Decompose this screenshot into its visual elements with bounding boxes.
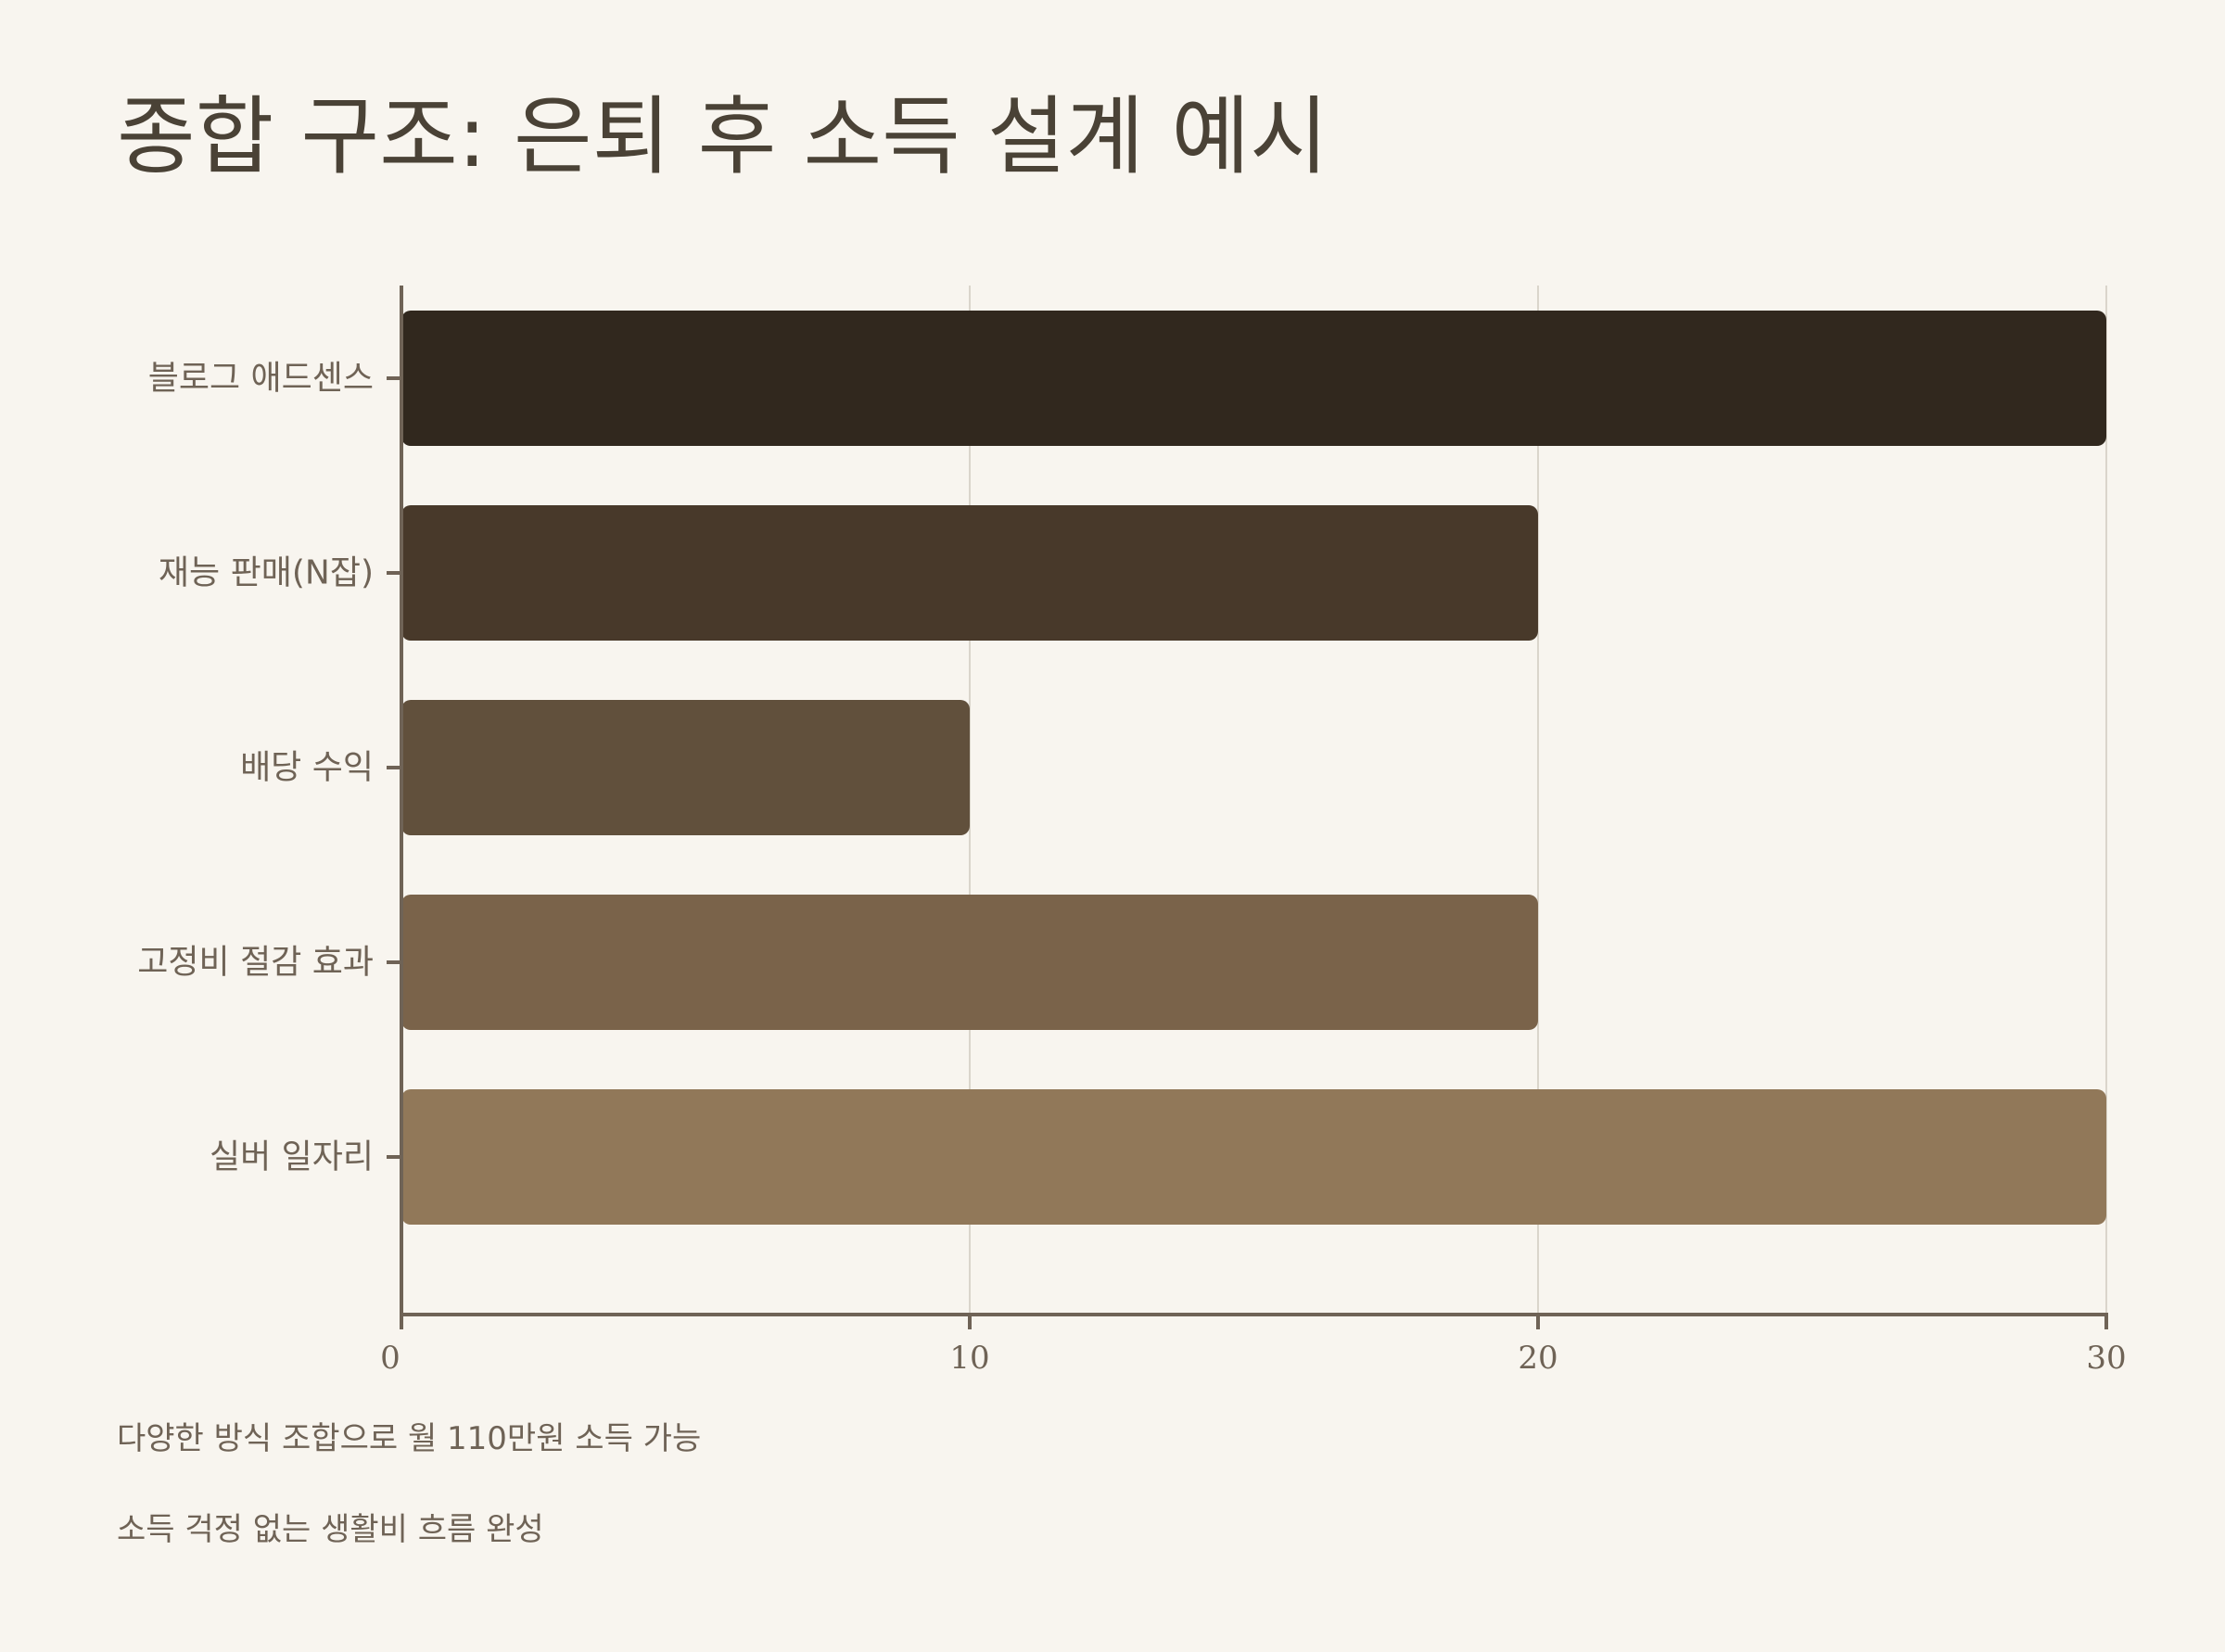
bar-2 [401,505,1538,641]
summary-note: 다양한 방식 조합으로 월 110만원 소득 가능 [117,1420,702,1457]
y-tick-label: 배당 수익 [240,749,374,787]
bar-4 [401,895,1538,1030]
y-tick-label: 블로그 애드센스 [148,360,374,398]
x-axis-ticks: 0 10 20 30 [380,1315,2127,1377]
page-title: 종합 구조: 은퇴 후 소득 설계 예시 [117,87,1329,186]
x-tick-label: 0 [380,1340,400,1377]
y-tick-label: 실버 일자리 [210,1138,374,1176]
bar-3 [401,700,970,835]
x-tick-label: 10 [949,1340,989,1377]
x-tick-label: 20 [1518,1340,1558,1377]
bar-1 [401,311,2106,446]
bar-5 [401,1089,2106,1225]
x-tick-label: 30 [2086,1340,2126,1377]
y-tick-label: 재능 판매(N잡) [159,554,374,592]
y-tick-label: 고정비 절감 효과 [137,944,374,982]
summary-note: 소득 걱정 없는 생활비 흐름 완성 [117,1511,544,1548]
chart-bars [401,311,2106,1225]
chart-axes [400,286,2108,1316]
